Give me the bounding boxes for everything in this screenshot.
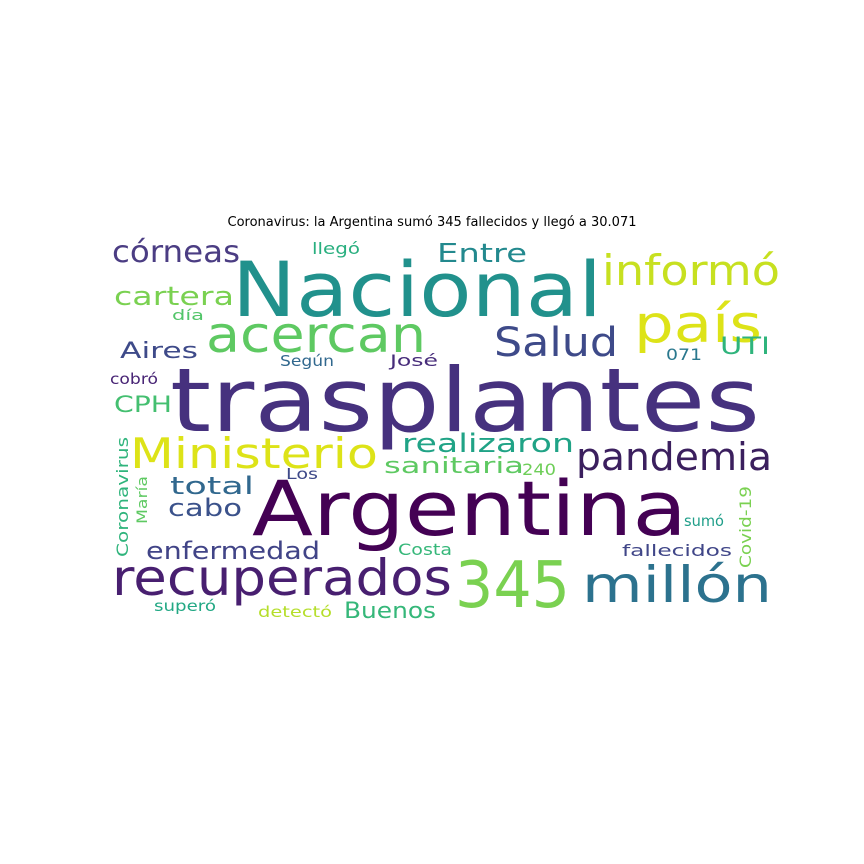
- figure-title: Coronavirus: la Argentina sumó 345 falle…: [227, 215, 637, 230]
- word-nacional: Nacional: [232, 245, 602, 334]
- word-uti: UTI: [720, 332, 770, 360]
- word-país: país: [634, 295, 762, 355]
- word-los: Los: [286, 465, 318, 483]
- word-sumó: sumó: [684, 512, 724, 530]
- word-salud: Salud: [494, 320, 618, 366]
- word-costa: Costa: [398, 540, 452, 559]
- word-ministerio: Ministerio: [130, 429, 378, 478]
- word-llegó: llegó: [312, 239, 360, 258]
- word-aires: Aires: [120, 339, 198, 364]
- word-coronavirus: Coronavirus: [113, 437, 132, 557]
- word-detectó: detectó: [258, 603, 332, 621]
- word-entre: Entre: [437, 239, 527, 269]
- word-millón: millón: [582, 556, 772, 614]
- word-josé: José: [389, 351, 438, 370]
- word-maría: María: [135, 476, 151, 524]
- word-fallecidos: fallecidos: [622, 541, 732, 560]
- word-cobró: cobró: [110, 370, 158, 388]
- word-argentina: Argentina: [252, 464, 687, 553]
- word-según: Según: [280, 352, 334, 370]
- word-córneas: córneas: [112, 235, 240, 270]
- word-informó: informó: [602, 246, 780, 295]
- word-recuperados: recuperados: [112, 549, 452, 607]
- word-cabo: cabo: [168, 494, 242, 522]
- word-día: día: [172, 308, 204, 324]
- word-realizaron: realizaron: [402, 429, 574, 459]
- word-acercan: acercan: [206, 306, 426, 364]
- word-345: 345: [455, 549, 570, 623]
- word-pandemia: pandemia: [576, 435, 772, 479]
- word-total: total: [170, 472, 254, 500]
- word-superó: superó: [154, 597, 216, 615]
- word-covid-19: Covid-19: [736, 486, 755, 568]
- word-071: 071: [666, 345, 702, 364]
- word-buenos: Buenos: [344, 599, 436, 624]
- word-enfermedad: enfermedad: [146, 537, 320, 565]
- word-cph: CPH: [114, 393, 172, 418]
- word-sanitaria: sanitaria: [384, 454, 524, 479]
- word-trasplantes: trasplantes: [170, 349, 760, 452]
- word-cartera: cartera: [114, 282, 234, 312]
- word-240: 240: [522, 460, 556, 479]
